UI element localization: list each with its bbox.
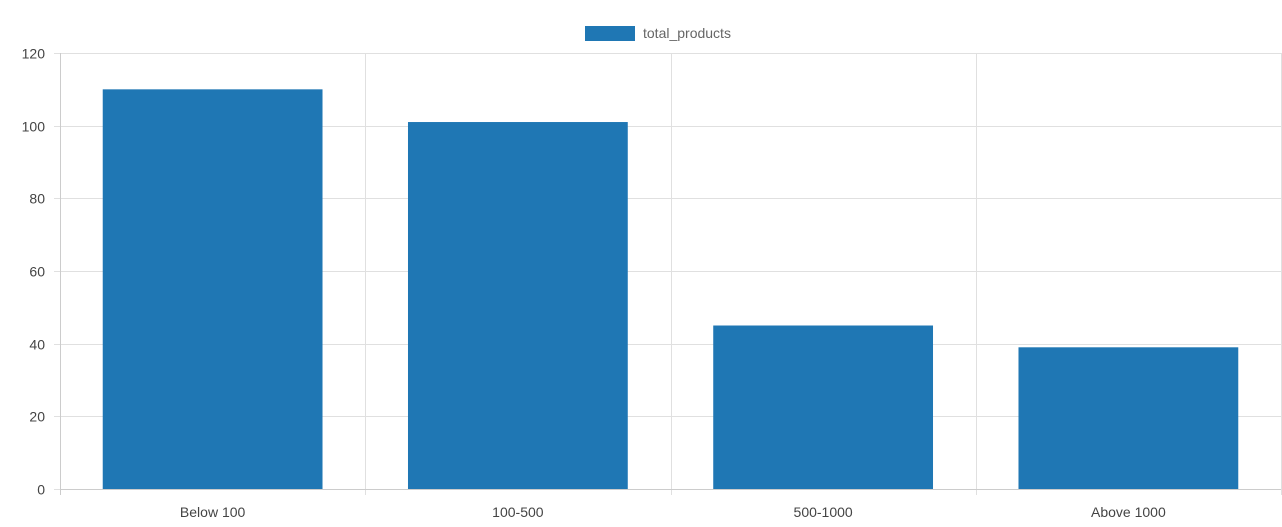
x-tick-label: Below 100: [180, 504, 246, 520]
y-tick-label: 60: [29, 264, 45, 280]
y-tick-label: 0: [37, 482, 45, 498]
y-axis-ticks: 0 20 40 60 80 100 120: [22, 46, 60, 498]
legend-swatch: [585, 26, 635, 41]
axes: [60, 53, 1281, 495]
y-tick-label: 80: [29, 191, 45, 207]
legend-label: total_products: [643, 25, 731, 41]
bars: [102, 89, 1239, 490]
y-tick-label: 100: [22, 119, 46, 135]
bar[interactable]: [713, 325, 934, 490]
x-axis-ticks: Below 100 100-500 500-1000 Above 1000: [180, 504, 1166, 520]
bar[interactable]: [1018, 347, 1239, 489]
x-tick-label: 100-500: [492, 504, 544, 520]
y-tick-label: 120: [22, 46, 46, 62]
y-tick-label: 40: [29, 337, 45, 353]
legend[interactable]: total_products: [585, 25, 731, 41]
x-tick-label: Above 1000: [1091, 504, 1166, 520]
y-tick-label: 20: [29, 409, 45, 425]
x-tick-label: 500-1000: [794, 504, 853, 520]
bar[interactable]: [102, 89, 323, 489]
bar[interactable]: [407, 122, 628, 490]
